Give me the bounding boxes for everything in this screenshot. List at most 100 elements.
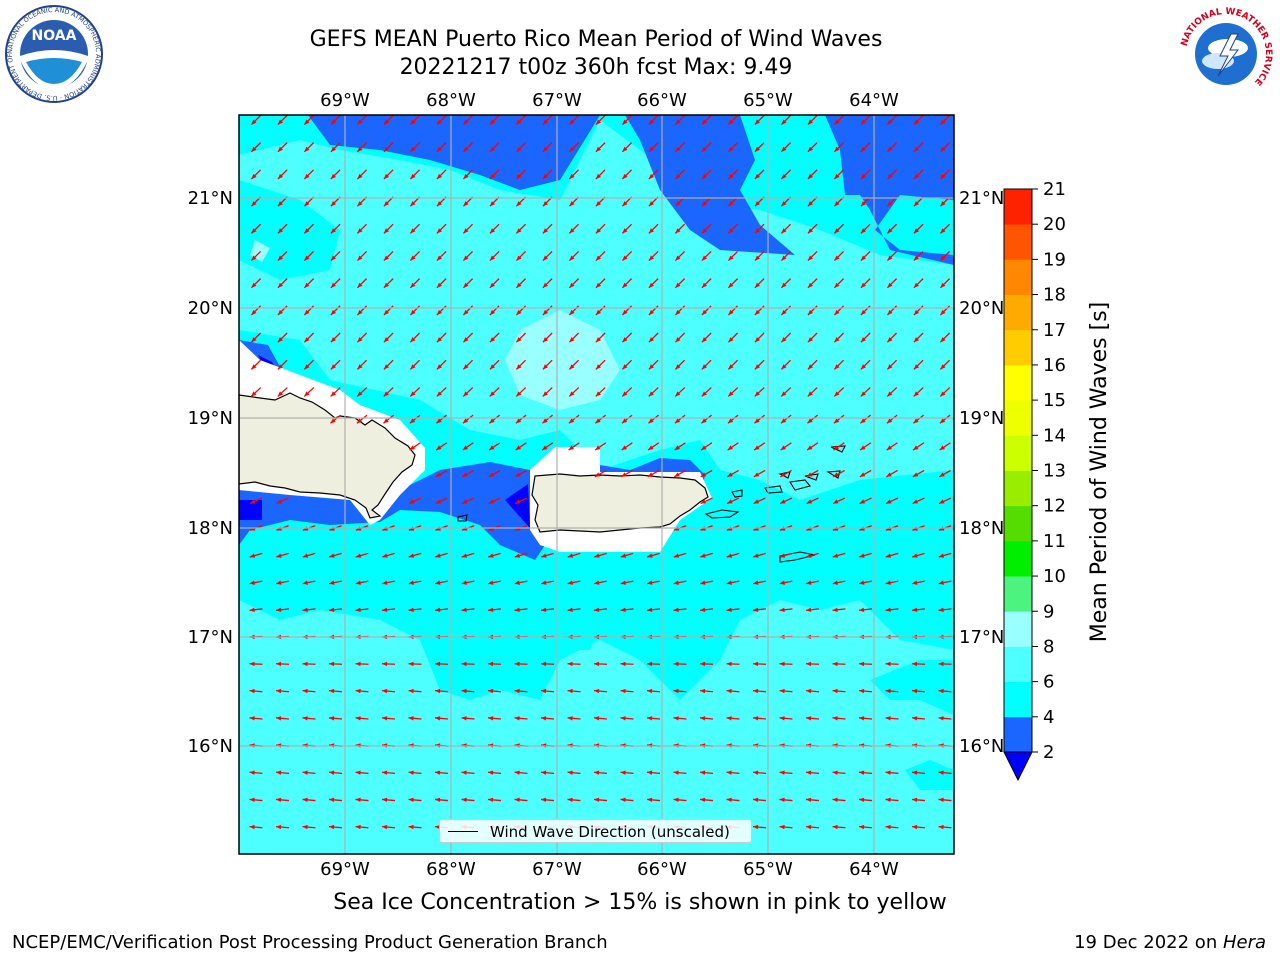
wind-wave-arrow [436,169,447,180]
wind-wave-arrow [833,387,845,397]
wind-wave-arrow [913,332,924,343]
wind-wave-arrow [302,824,316,830]
wind-wave-arrow [277,278,288,289]
wind-wave-arrow [408,716,422,721]
wind-wave-arrow [858,824,873,830]
wind-wave-arrow [487,661,502,667]
wind-wave-arrow [673,607,687,612]
wind-wave-arrow [727,442,739,451]
lon-tick-label: 65°W [743,859,793,880]
colorbar-under-triangle [1003,751,1033,782]
wind-wave-arrow [938,497,952,505]
wind-wave-arrow [754,142,765,153]
wind-wave-arrow [805,688,820,694]
wind-wave-arrow [701,414,712,424]
wind-wave-arrow [701,115,712,126]
wind-wave-arrow [752,770,767,775]
wind-wave-arrow [409,115,421,126]
wind-wave-arrow [806,469,819,478]
colorbar-title: Mean Period of Wind Waves [s] [1087,302,1112,642]
wind-wave-arrow [752,824,767,830]
wind-wave-arrow [646,716,661,721]
wind-wave-arrow [726,797,740,803]
wind-wave-arrow [303,142,315,153]
wind-wave-arrow [593,661,608,667]
wind-wave-arrow [514,688,528,694]
wind-wave-arrow [727,469,739,478]
lon-tick-label: 69°W [320,90,370,111]
wind-wave-arrow [462,442,474,451]
wind-wave-arrow [487,607,502,612]
wind-wave-arrow [885,552,899,558]
wind-wave-arrow [462,414,474,424]
wind-wave-arrow [488,442,501,451]
wind-wave-arrow [780,305,792,316]
wind-wave-arrow [885,580,899,585]
wind-wave-arrow [434,797,449,803]
wind-wave-arrow [885,824,899,830]
generation-date: 19 Dec 2022 on Hera [1074,932,1266,953]
wind-wave-arrow [833,305,845,316]
wind-wave-arrow [461,552,475,558]
wind-wave-arrow [648,278,659,289]
wind-wave-arrow [648,169,659,180]
wind-wave-arrow [330,359,341,370]
wind-wave-arrow [779,552,793,558]
wind-wave-arrow [328,770,343,775]
wind-wave-arrow [435,497,448,505]
wind-wave-arrow [434,607,449,612]
wind-wave-arrow [807,359,818,370]
wind-wave-arrow [805,824,820,830]
wind-wave-arrow [408,824,422,830]
wind-wave-arrow [885,688,899,694]
wind-wave-arrow [277,332,288,343]
wind-wave-arrow [595,305,606,316]
wind-wave-arrow [514,716,528,721]
wind-wave-arrow [383,115,394,126]
wind-wave-arrow [701,278,712,289]
wind-wave-arrow [780,169,792,180]
wind-wave-arrow [542,142,553,153]
wind-wave-arrow [356,414,368,424]
wind-wave-arrow [913,250,924,262]
wind-wave-arrow [541,552,554,558]
wind-wave-arrow [409,250,421,262]
wind-wave-arrow [832,688,846,694]
wind-wave-arrow [805,716,820,721]
wind-wave-arrow [383,387,394,397]
wind-wave-arrow [700,552,713,558]
colorbar-tick-label: 8 [1043,636,1054,657]
wind-wave-arrow [858,580,873,585]
wind-wave-arrow [885,797,899,803]
wind-wave-arrow [276,497,289,505]
wind-wave-arrow [752,797,767,803]
wind-wave-arrow [302,770,316,775]
colorbar: 2 4 6 8 9 10 11 12 13 14 15 16 17 18 19 20 21 Mean Perio… [1003,179,1112,782]
wind-wave-arrow [699,770,714,775]
lon-tick-label: 68°W [426,90,476,111]
wind-wave-arrow [886,278,898,289]
wind-wave-arrow [250,359,262,370]
wind-wave-arrow [913,169,924,180]
wind-wave-arrow [913,142,924,153]
wind-wave-arrow [779,497,793,505]
wind-wave-arrow [275,770,290,775]
wind-wave-arrow [330,115,341,126]
wind-wave-arrow [356,223,368,234]
small-islands [457,445,846,563]
wind-wave-arrow [515,414,527,424]
wind-wave-arrow [646,797,661,803]
wind-wave-arrow [674,169,686,180]
wind-wave-arrow [833,250,845,262]
lon-tick-label: 68°W [426,859,476,880]
wind-wave-arrow [858,716,873,721]
wind-wave-arrow [938,661,952,667]
lat-tick-label: 19°N [188,408,233,429]
wind-wave-arrow [275,824,290,830]
wind-wave-arrow [648,414,659,424]
wind-wave-arrow [939,278,951,289]
wind-wave-arrow [302,716,316,721]
wind-wave-arrow [858,770,873,775]
wind-wave-arrow [328,580,343,585]
colorbar-block [1004,189,1032,225]
